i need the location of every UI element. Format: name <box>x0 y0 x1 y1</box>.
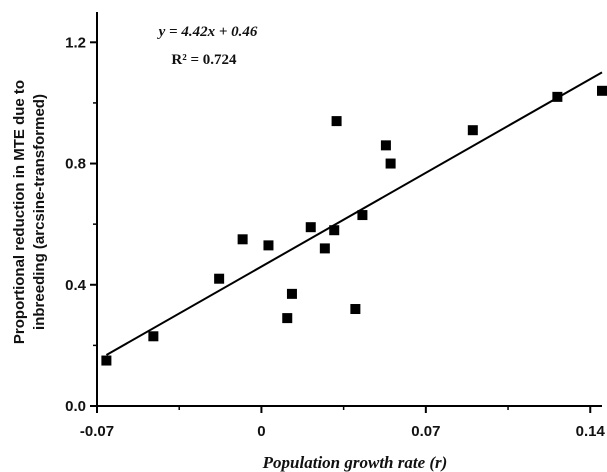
x-axis-title: Population growth rate (r) <box>262 453 448 472</box>
data-point <box>101 355 112 366</box>
r-squared-label: R² = 0.724 <box>171 52 237 68</box>
y-tick-label: 0.4 <box>65 277 87 294</box>
axes <box>90 12 602 413</box>
data-point <box>329 225 340 236</box>
fit-line-group <box>105 71 603 356</box>
data-point <box>319 243 330 254</box>
x-tick-label: 0 <box>257 423 265 440</box>
data-point <box>263 240 274 251</box>
data-point <box>467 125 478 136</box>
y-axis-title-line2: inbreeding (arcsine-transformed) <box>31 94 48 330</box>
data-point <box>286 288 297 299</box>
data-point <box>237 234 248 245</box>
data-point <box>350 304 361 315</box>
regression-line <box>105 71 603 356</box>
data-point <box>597 85 607 96</box>
x-tick-label: 0.07 <box>411 423 440 440</box>
x-tick-label: 0.14 <box>576 423 606 440</box>
data-point <box>148 331 159 342</box>
data-point <box>331 116 342 127</box>
axis-labels: -0.07 0 0.07 0.14 0.0 0.4 0.8 1.2 <box>65 34 605 440</box>
data-point <box>380 140 391 151</box>
data-point <box>214 273 225 284</box>
y-axis-title-line1: Proportional reduction in MTE due to <box>11 80 28 344</box>
data-point <box>552 91 563 102</box>
y-tick-label: 1.2 <box>65 34 86 51</box>
data-point <box>357 210 368 221</box>
y-tick-label: 0.8 <box>65 156 86 173</box>
data-point <box>282 313 293 324</box>
data-points <box>101 85 607 366</box>
regression-equation: y = 4.42x + 0.46 <box>157 24 258 40</box>
x-tick-label: -0.07 <box>80 423 114 440</box>
y-tick-label: 0.0 <box>65 398 86 415</box>
data-point <box>385 158 396 169</box>
data-point <box>305 222 316 233</box>
